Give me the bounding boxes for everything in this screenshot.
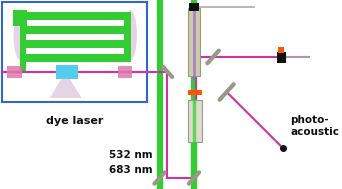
Bar — [20, 54, 131, 62]
Bar — [278, 47, 284, 53]
Bar — [20, 54, 26, 72]
Bar — [13, 10, 27, 26]
Polygon shape — [50, 72, 82, 98]
Text: dye laser: dye laser — [45, 116, 103, 126]
Text: 683 nm: 683 nm — [109, 165, 152, 175]
Bar — [188, 100, 202, 142]
Text: 532 nm: 532 nm — [109, 150, 152, 160]
Bar — [188, 8, 200, 76]
Bar — [20, 40, 131, 48]
Ellipse shape — [14, 10, 26, 60]
Bar — [56, 65, 78, 79]
Bar — [188, 90, 202, 95]
Bar — [124, 12, 131, 62]
Bar — [118, 66, 132, 78]
Text: photo-
acoustic: photo- acoustic — [290, 115, 339, 137]
Bar — [7, 66, 22, 78]
Ellipse shape — [124, 10, 137, 60]
Bar — [20, 26, 131, 34]
Bar — [20, 12, 131, 20]
Bar — [276, 52, 287, 63]
Bar — [2, 2, 147, 102]
Bar — [20, 12, 26, 62]
Bar — [189, 3, 199, 11]
